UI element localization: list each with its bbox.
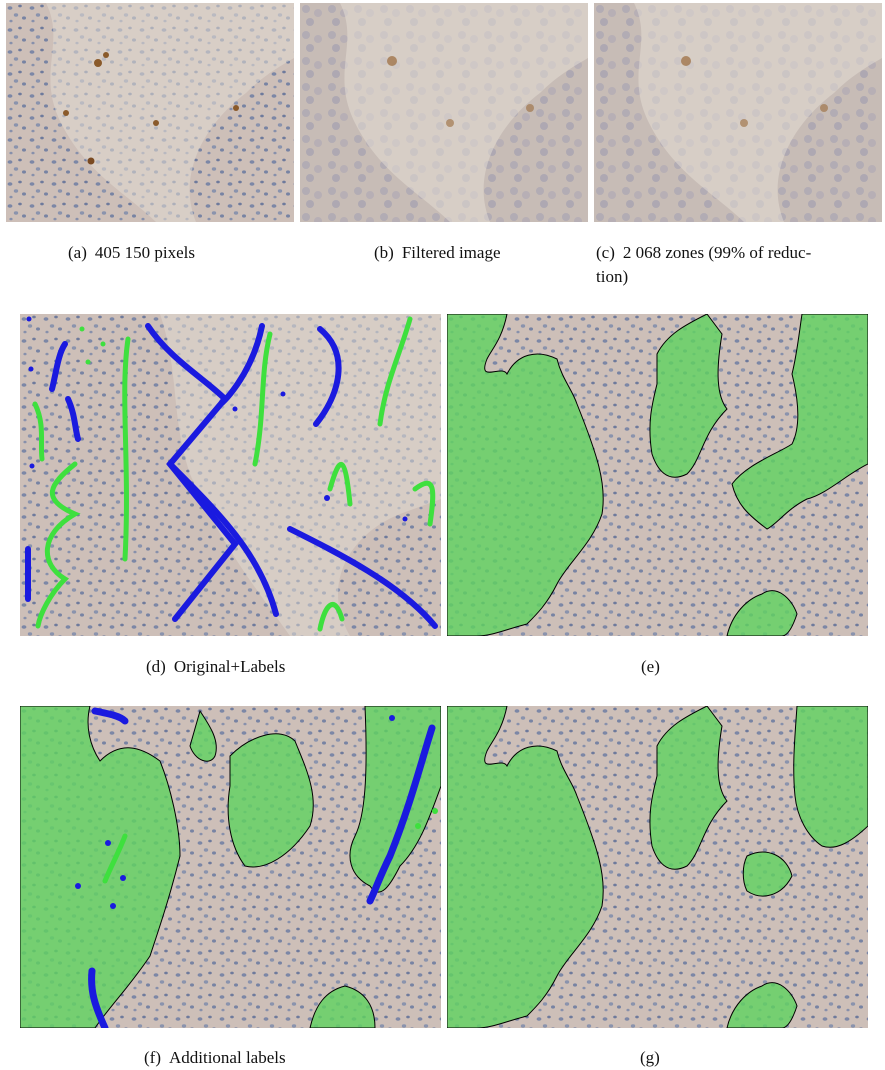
caption-b: (b) Filtered image <box>374 241 501 265</box>
panel-d-image <box>20 314 441 636</box>
caption-c-text: 2 068 zones (99% of reduc- <box>622 243 812 262</box>
caption-c-text-line2: tion) <box>596 267 629 286</box>
caption-d-text: Original+Labels <box>173 657 286 676</box>
panel-f-image <box>20 706 441 1028</box>
panel-g-image <box>447 706 868 1028</box>
caption-e-tag: (e) <box>641 657 660 676</box>
panel-a-image <box>6 3 294 222</box>
panel-c-image <box>594 3 882 222</box>
caption-f: (f) Additional labels <box>144 1046 286 1070</box>
caption-c-tag: (c) <box>596 243 615 262</box>
caption-c: (c) 2 068 zones (99% of reduc- tion) <box>596 241 880 289</box>
caption-f-tag: (f) <box>144 1048 161 1067</box>
caption-d: (d) Original+Labels <box>146 655 285 679</box>
caption-g: (g) <box>640 1046 660 1070</box>
caption-d-tag: (d) <box>146 657 166 676</box>
caption-a: (a) 405 150 pixels <box>68 241 195 265</box>
caption-b-text: Filtered image <box>401 243 501 262</box>
caption-g-tag: (g) <box>640 1048 660 1067</box>
panel-b-image <box>300 3 588 222</box>
panel-e-image <box>447 314 868 636</box>
caption-f-text: Additional labels <box>168 1048 286 1067</box>
caption-a-text: 405 150 pixels <box>94 243 195 262</box>
caption-e: (e) <box>641 655 660 679</box>
caption-b-tag: (b) <box>374 243 394 262</box>
caption-a-tag: (a) <box>68 243 87 262</box>
